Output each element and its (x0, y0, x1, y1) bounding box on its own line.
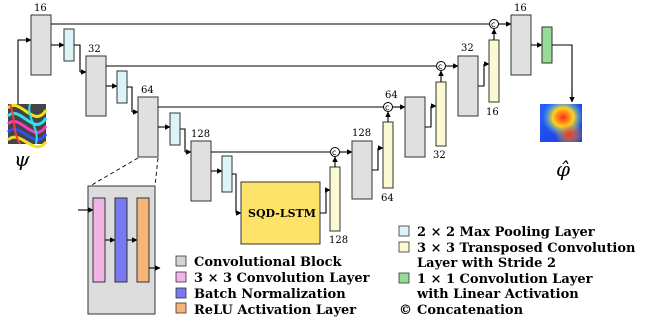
dec-block-64 (404, 96, 426, 158)
svg-text:c: c (385, 103, 389, 112)
channel-label: 64 (141, 85, 154, 96)
legend-item: Layer with Stride 2 (417, 256, 556, 271)
channel-label: 32 (88, 44, 101, 55)
dec-block-32 (457, 55, 479, 117)
channel-label: 128 (329, 235, 348, 246)
enc-block-128 (190, 140, 212, 202)
dec-tconv-64 (382, 121, 394, 189)
final-linear-conv (541, 26, 553, 64)
legend-item: Convolutional Block (194, 255, 343, 270)
phi-hat-label: φ̂ (556, 157, 570, 181)
enc-pool-3 (169, 112, 181, 146)
channel-label: 128 (352, 128, 371, 139)
inset-relu (136, 197, 150, 283)
legend-item: 1 × 1 Convolution Layer (417, 272, 593, 287)
inset-batchnorm (114, 197, 128, 283)
channel-label: 16 (34, 3, 47, 14)
output-image (540, 104, 582, 142)
channel-label: 16 (514, 3, 527, 14)
edge-input (17, 39, 31, 104)
legend-item: 3 × 3 Transposed Convolution (417, 241, 636, 256)
enc-pool-2 (116, 70, 128, 104)
enc-pool-1 (63, 28, 75, 62)
dec-tconv-128 (329, 166, 341, 232)
channel-label: 32 (461, 43, 474, 54)
svg-text:c: c (332, 148, 336, 157)
legend-item: 2 × 2 Max Pooling Layer (417, 225, 595, 240)
legend-right: 2 × 2 Max Pooling Layer 3 × 3 Transposed… (398, 225, 636, 318)
channel-label: 64 (385, 90, 398, 101)
dec-tconv-16 (488, 39, 500, 103)
legend-left: Convolutional Block 3 × 3 Convolution La… (175, 255, 370, 318)
input-image (6, 103, 48, 149)
channel-label: 32 (433, 150, 446, 161)
dec-tconv-32 (435, 81, 447, 147)
channel-label: 64 (381, 193, 394, 204)
dec-block-128 (351, 140, 373, 200)
inset-conv-layer (92, 197, 106, 283)
enc-pool-4 (221, 155, 233, 193)
svg-text:c: c (438, 62, 442, 71)
psi-label: ψ (14, 147, 30, 171)
svg-text:c: c (491, 20, 495, 29)
channel-label: 16 (486, 107, 499, 118)
channel-label: 128 (191, 129, 210, 140)
enc-block-32 (85, 55, 107, 117)
legend-item: Batch Normalization (194, 287, 346, 302)
legend-symbol: © (399, 303, 412, 318)
legend-item: Concatenation (417, 303, 524, 318)
legend-item: 3 × 3 Convolution Layer (194, 271, 370, 286)
lstm-label: SQD-LSTM (248, 207, 316, 220)
enc-block-16 (30, 14, 52, 76)
dec-block-16 (510, 14, 532, 76)
enc-block-64 (137, 96, 159, 158)
legend-item: ReLU Activation Layer (194, 303, 356, 318)
legend-item: with Linear Activation (416, 287, 579, 302)
